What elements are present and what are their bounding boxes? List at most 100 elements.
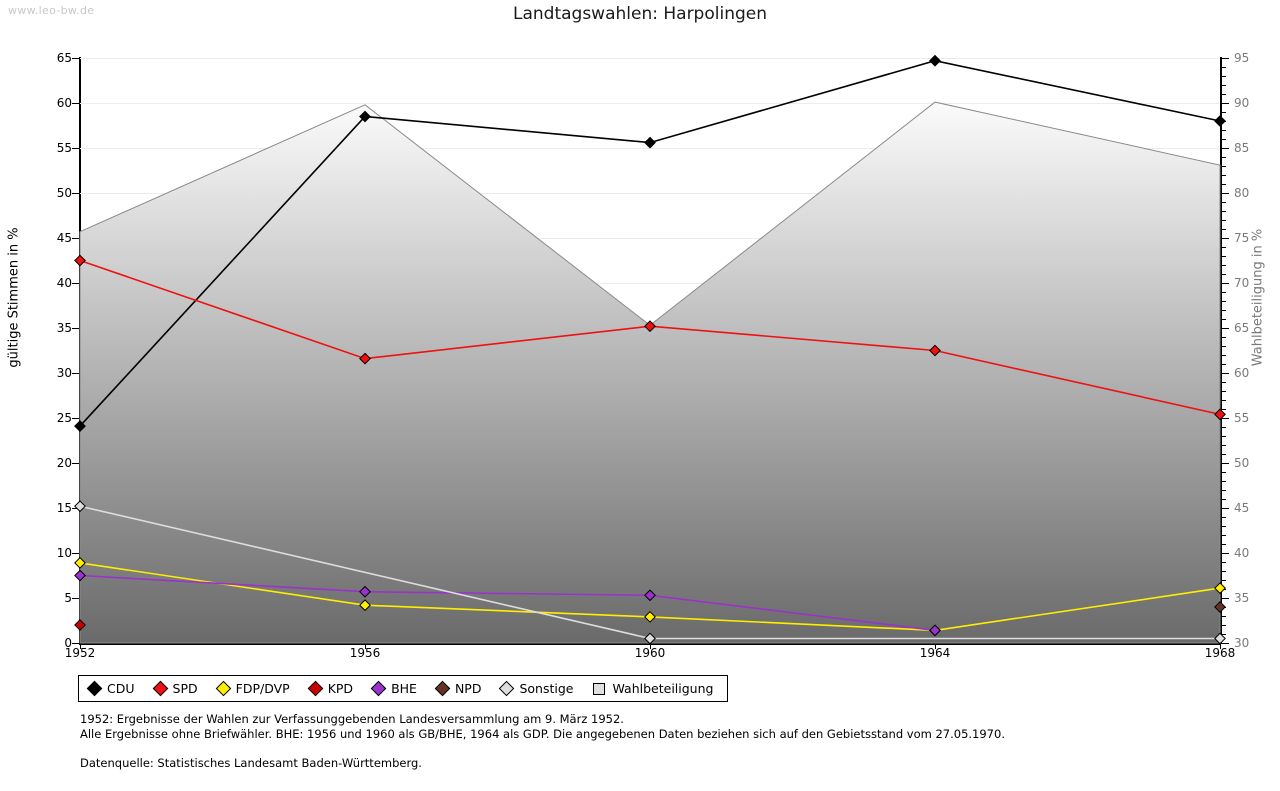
y-axis-right-minor-tickmark (1222, 364, 1226, 365)
y-axis-right-minor-tickmark (1222, 85, 1226, 86)
legend-label: Sonstige (519, 681, 574, 696)
y-axis-right-minor-tickmark (1222, 607, 1226, 608)
y-axis-right-tickmark (1222, 283, 1229, 285)
y-axis-right-label: 50 (1234, 456, 1250, 470)
gridline (80, 238, 1220, 239)
y-axis-right-minor-tickmark (1222, 580, 1226, 581)
y-axis-right-label: 40 (1234, 546, 1250, 560)
y-axis-left-tickmark (72, 238, 79, 240)
y-axis-left-label: 65 (56, 51, 72, 65)
y-axis-left-tickmark (72, 328, 79, 330)
y-axis-right-tickmark (1222, 373, 1229, 375)
y-axis-left-tickmark (72, 148, 79, 150)
y-axis-right-minor-tickmark (1222, 391, 1226, 392)
y-axis-right-tickmark (1222, 643, 1229, 645)
y-axis-left-tickmark (72, 463, 79, 465)
gridline (80, 283, 1220, 284)
gridline (80, 328, 1220, 329)
y-axis-right-tickmark (1222, 58, 1229, 60)
legend-item-cdu[interactable]: CDU (86, 680, 135, 697)
y-axis-left-label: 40 (56, 276, 72, 290)
site-watermark: www.leo-bw.de (8, 4, 95, 17)
y-axis-left-label: 15 (56, 501, 72, 515)
x-axis-label: 1956 (349, 646, 381, 660)
y-axis-right-minor-tickmark (1222, 355, 1226, 356)
chart-notes: 1952: Ergebnisse der Wahlen zur Verfassu… (80, 712, 1180, 770)
y-axis-right-minor-tickmark (1222, 382, 1226, 383)
legend-item-fdp-dvp[interactable]: FDP/DVP (215, 680, 290, 697)
gridline (80, 103, 1220, 104)
y-axis-right-title: Wahlbeteiligung in % (1250, 228, 1266, 367)
y-axis-left-tickmark (72, 58, 79, 60)
x-axis-label: 1952 (64, 646, 96, 660)
y-axis-right-tickmark (1222, 328, 1229, 330)
y-axis-right-minor-tickmark (1222, 319, 1226, 320)
y-axis-right-minor-tickmark (1222, 427, 1226, 428)
y-axis-right-minor-tickmark (1222, 301, 1226, 302)
x-axis-label: 1960 (634, 646, 666, 660)
legend-item-spd[interactable]: SPD (152, 680, 198, 697)
y-axis-right-minor-tickmark (1222, 202, 1226, 203)
y-axis-right-minor-tickmark (1222, 121, 1226, 122)
y-axis-left-tickmark (72, 508, 79, 510)
x-axis-tickmark (80, 643, 82, 649)
legend-label: CDU (107, 681, 135, 696)
y-axis-left-label: 50 (56, 186, 72, 200)
y-axis-right-label: 90 (1234, 96, 1250, 110)
y-axis-right-minor-tickmark (1222, 274, 1226, 275)
y-axis-right-minor-tickmark (1222, 454, 1226, 455)
y-axis-right-minor-tickmark (1222, 526, 1226, 527)
y-axis-right-minor-tickmark (1222, 166, 1226, 167)
gridline (80, 373, 1220, 374)
note-line-1: 1952: Ergebnisse der Wahlen zur Verfassu… (80, 712, 624, 726)
y-axis-left-tickmark (72, 553, 79, 555)
legend-item-npd[interactable]: NPD (434, 680, 481, 697)
y-axis-right-label: 35 (1234, 591, 1250, 605)
legend-item-wahlbeteiligung[interactable]: Wahlbeteiligung (593, 681, 713, 696)
y-axis-left-label: 45 (56, 231, 72, 245)
y-axis-right-minor-tickmark (1222, 562, 1226, 563)
y-axis-right-minor-tickmark (1222, 292, 1226, 293)
y-axis-left-label: 35 (56, 321, 72, 335)
y-axis-right-tickmark (1222, 418, 1229, 420)
legend-item-kpd[interactable]: KPD (307, 680, 354, 697)
y-axis-right-label: 85 (1234, 141, 1250, 155)
y-axis-right-label: 30 (1234, 636, 1250, 650)
y-axis-right-minor-tickmark (1222, 490, 1226, 491)
y-axis-right-minor-tickmark (1222, 112, 1226, 113)
y-axis-left-tickmark (72, 193, 79, 195)
legend-label: FDP/DVP (235, 681, 290, 696)
y-axis-right-minor-tickmark (1222, 157, 1226, 158)
y-axis-right-label: 45 (1234, 501, 1250, 515)
legend-item-bhe[interactable]: BHE (370, 680, 417, 697)
plot-area (80, 58, 1220, 643)
y-axis-right-label: 95 (1234, 51, 1250, 65)
y-axis-right-minor-tickmark (1222, 571, 1226, 572)
y-axis-right-label: 80 (1234, 186, 1250, 200)
y-axis-right-minor-tickmark (1222, 517, 1226, 518)
y-axis-right-minor-tickmark (1222, 220, 1226, 221)
legend-swatch-diamond-icon (370, 680, 387, 697)
y-axis-right-minor-tickmark (1222, 175, 1226, 176)
y-axis-right-minor-tickmark (1222, 409, 1226, 410)
legend-label: KPD (327, 681, 354, 696)
y-axis-right-tickmark (1222, 103, 1229, 105)
legend-swatch-diamond-icon (499, 680, 515, 697)
gridline (80, 463, 1220, 464)
y-axis-right-minor-tickmark (1222, 211, 1226, 212)
y-axis-right-tickmark (1222, 238, 1229, 240)
y-axis-left-tickmark (72, 103, 79, 105)
y-axis-right-minor-tickmark (1222, 139, 1226, 140)
y-axis-right-minor-tickmark (1222, 256, 1226, 257)
y-axis-left-tickmark (72, 643, 79, 645)
y-axis-right-label: 70 (1234, 276, 1250, 290)
y-axis-right-minor-tickmark (1222, 634, 1226, 635)
y-axis-right-label: 75 (1234, 231, 1250, 245)
x-axis-tickmark (365, 643, 367, 649)
legend-label: BHE (391, 681, 417, 696)
chart-legend: CDU SPD FDP/DVP KPD BHE NPD Sonstige Wahlbeteil… (78, 675, 729, 702)
chart-title: Landtagswahlen: Harpolingen (513, 4, 767, 24)
legend-item-sonstige[interactable]: Sonstige (499, 680, 574, 697)
gridline (80, 418, 1220, 419)
y-axis-right-line (1220, 57, 1222, 644)
